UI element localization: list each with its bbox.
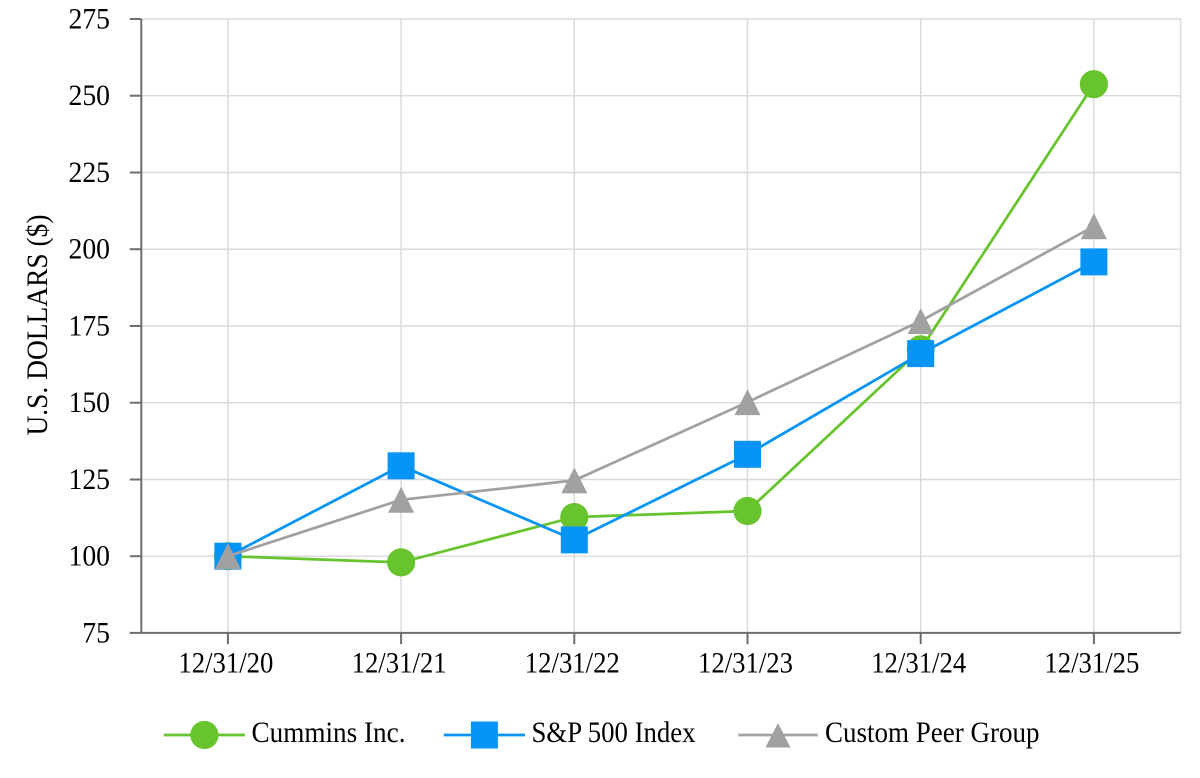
svg-text:12/31/22: 12/31/22 bbox=[525, 647, 620, 680]
svg-text:12/31/23: 12/31/23 bbox=[698, 647, 793, 680]
svg-text:200: 200 bbox=[69, 233, 111, 266]
svg-text:12/31/20: 12/31/20 bbox=[178, 647, 273, 680]
svg-text:Custom Peer Group: Custom Peer Group bbox=[825, 716, 1040, 749]
svg-text:100: 100 bbox=[69, 540, 111, 573]
svg-text:175: 175 bbox=[69, 310, 111, 343]
svg-text:S&P 500 Index: S&P 500 Index bbox=[532, 716, 696, 749]
svg-text:250: 250 bbox=[69, 79, 111, 112]
svg-text:275: 275 bbox=[69, 3, 111, 36]
svg-text:U.S. DOLLARS ($): U.S. DOLLARS ($) bbox=[21, 215, 54, 436]
svg-text:75: 75 bbox=[82, 616, 110, 649]
svg-text:125: 125 bbox=[69, 463, 111, 496]
svg-text:12/31/25: 12/31/25 bbox=[1044, 647, 1139, 680]
svg-text:150: 150 bbox=[69, 386, 111, 419]
svg-text:Cummins Inc.: Cummins Inc. bbox=[252, 716, 406, 749]
svg-text:12/31/21: 12/31/21 bbox=[352, 647, 447, 680]
svg-text:12/31/24: 12/31/24 bbox=[871, 647, 966, 680]
svg-text:225: 225 bbox=[69, 156, 111, 189]
